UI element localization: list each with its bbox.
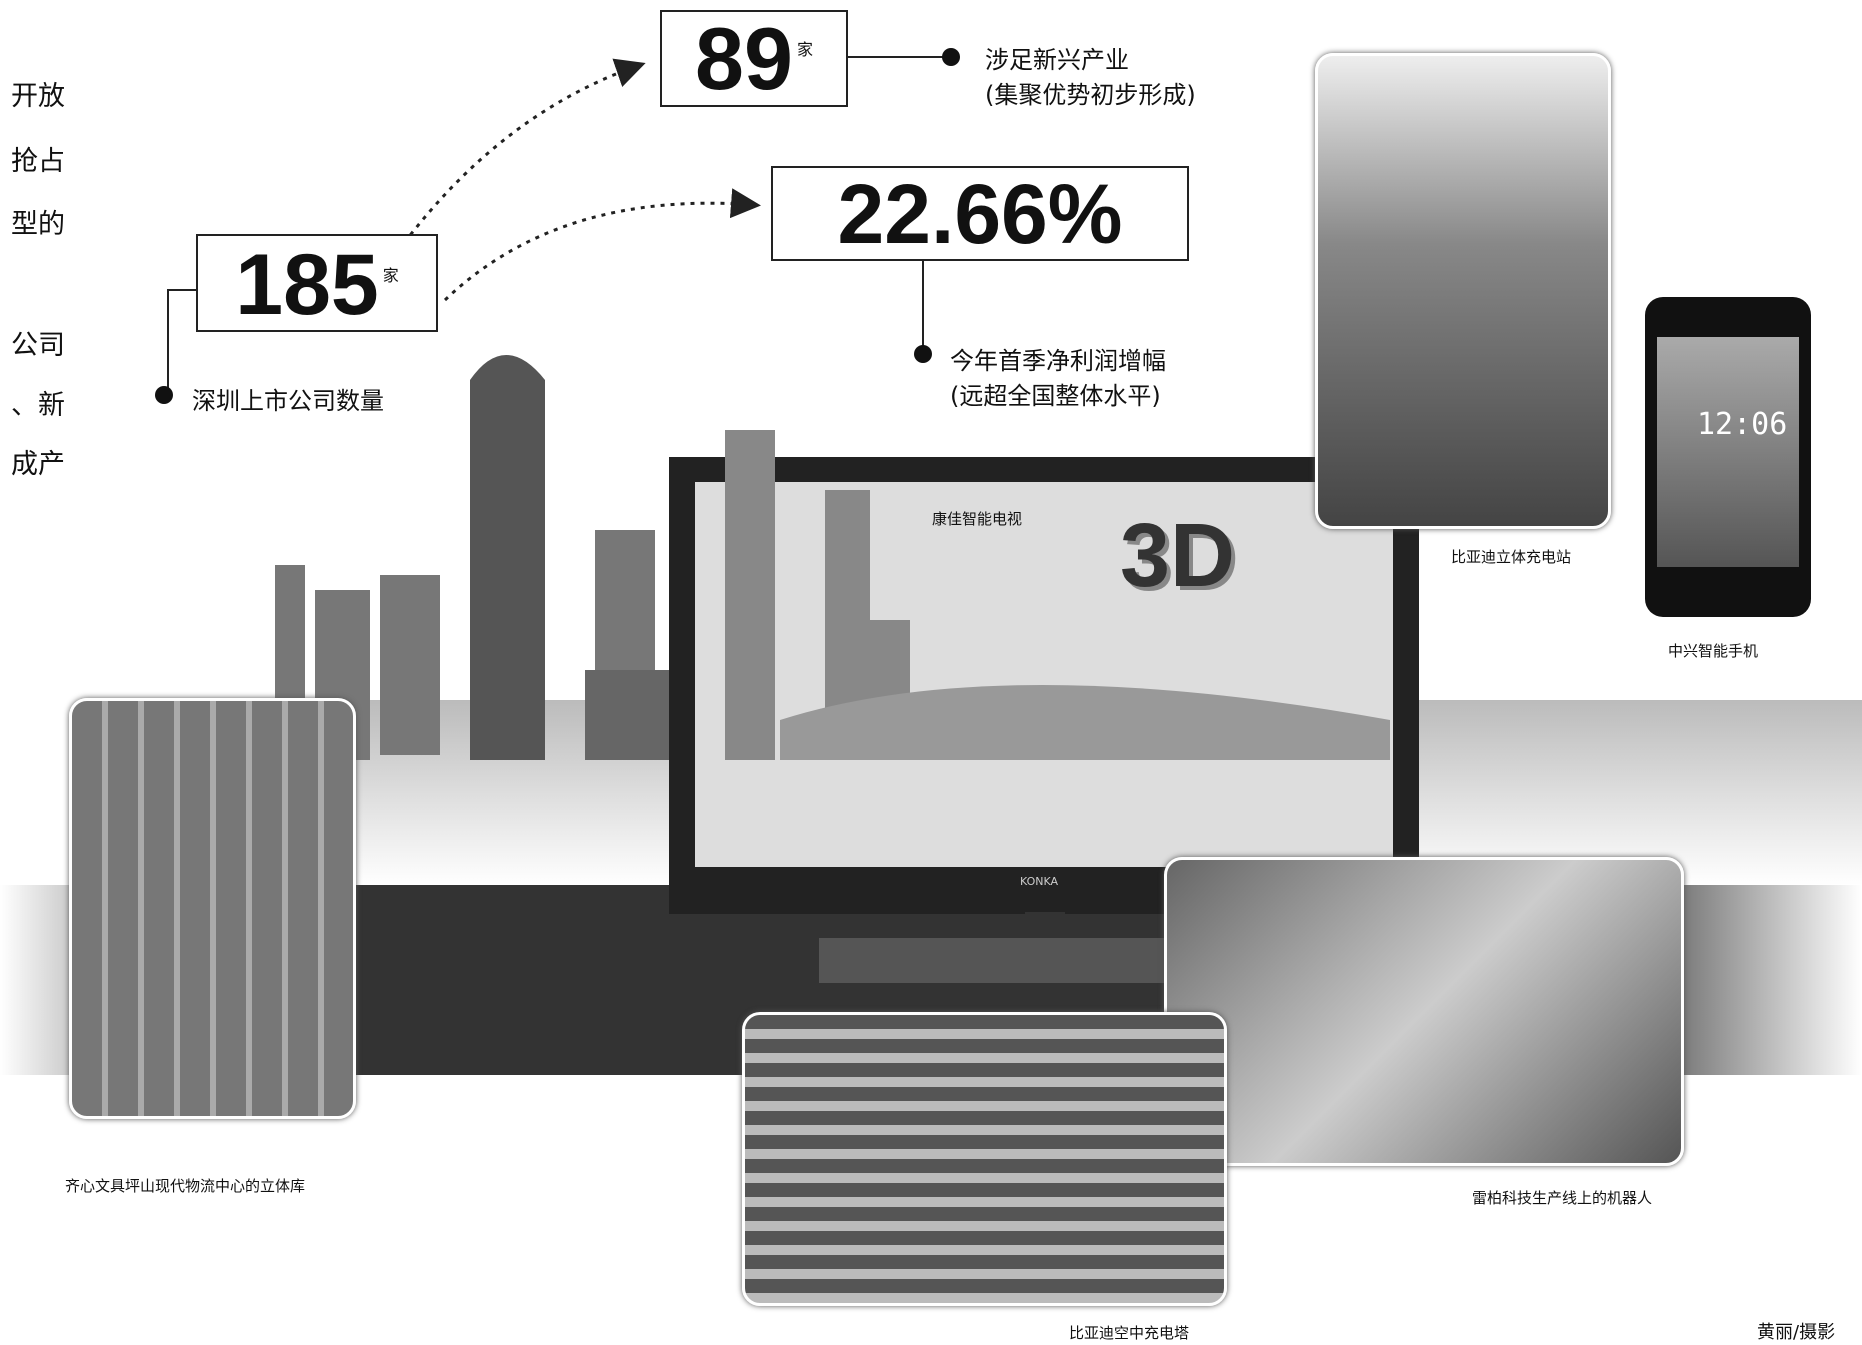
stat-label: 涉足新兴产业: [985, 46, 1129, 74]
photo-caption: 比亚迪空中充电塔: [1069, 1324, 1190, 1342]
stat-box: 22.66%: [771, 166, 1189, 261]
phone: 12:06: [1645, 297, 1811, 617]
photo-caption: 齐心文具坪山现代物流中心的立体库: [65, 1177, 306, 1195]
stat-unit: 家: [796, 42, 813, 59]
column-text: 公司: [11, 330, 65, 361]
tv-badge: 3D: [1120, 506, 1236, 606]
stat-label: 今年首季净利润增幅: [950, 347, 1166, 375]
photo-caption: 雷柏科技生产线上的机器人: [1472, 1189, 1653, 1207]
robot-photo: [1164, 857, 1684, 1166]
stat-note: (集聚优势初步形成): [985, 81, 1196, 109]
photo-caption: 中兴智能手机: [1668, 642, 1759, 660]
column-text: 型的: [11, 209, 65, 240]
tower-photo: [1315, 53, 1611, 529]
stat-value: 185: [235, 237, 379, 333]
photo-caption: 比亚迪立体充电站: [1451, 548, 1572, 566]
column-text: 抢占: [11, 146, 65, 177]
column-text: 成产: [11, 449, 65, 480]
stat-value: 22.66%: [837, 166, 1123, 261]
stat-value: 89: [695, 9, 793, 108]
tv-brand: KONKA: [1020, 875, 1059, 888]
column-text: 开放: [11, 81, 65, 112]
bullet: [914, 345, 932, 363]
stat-label: 深圳上市公司数量: [192, 387, 384, 415]
phone-time: 12:06: [1697, 407, 1788, 442]
stat-box: 89 家: [660, 10, 848, 107]
tv-caption: 康佳智能电视: [932, 510, 1023, 528]
column-text: 、新: [11, 390, 65, 421]
stat-note: (远超全国整体水平): [950, 382, 1161, 410]
photo-credit: 黄丽/摄影: [1757, 1322, 1836, 1343]
building-photo: [742, 1012, 1227, 1306]
stat-unit: 家: [382, 268, 399, 285]
bullet: [155, 386, 173, 404]
stat-box: 185 家: [196, 234, 438, 332]
bullet: [942, 48, 960, 66]
warehouse-photo: [69, 698, 356, 1119]
phone-screen: 12:06: [1657, 337, 1799, 567]
